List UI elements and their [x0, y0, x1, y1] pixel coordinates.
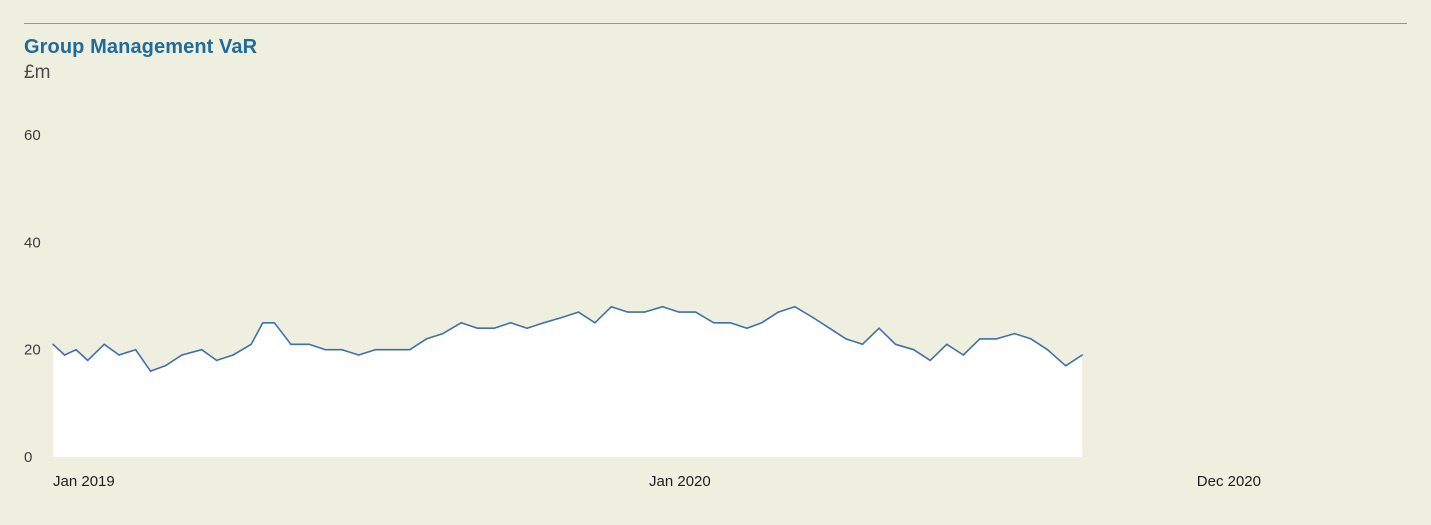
var-data-point: [610, 305, 613, 308]
var-data-point: [845, 338, 847, 340]
var-data-point: [643, 311, 646, 313]
var-data-point: [861, 343, 864, 346]
var-data-point: [962, 354, 965, 356]
var-data-point: [103, 343, 105, 346]
var-data-point: [250, 343, 252, 346]
var-data-point: [1013, 332, 1016, 335]
var-data-point: [678, 311, 680, 313]
var-data-point: [878, 327, 880, 330]
var-data-point: [760, 322, 763, 324]
var-data-point: [134, 348, 137, 351]
x-tick-label: Dec 2020: [1197, 473, 1261, 490]
var-data-point: [794, 305, 796, 308]
y-tick-label: 40: [24, 234, 41, 251]
var-data-point: [442, 332, 444, 335]
var-data-point: [118, 354, 120, 356]
var-data-point: [594, 322, 596, 324]
var-data-point: [729, 322, 732, 324]
var-data-point: [1030, 338, 1032, 340]
chart-title: Group Management VaR: [24, 36, 258, 58]
var-data-point: [324, 348, 327, 351]
var-data-point: [164, 365, 167, 367]
var-data-point: [746, 327, 748, 330]
var-data-point: [476, 327, 479, 330]
var-data-point: [215, 359, 218, 362]
var-data-point: [561, 316, 563, 319]
var-data-point: [425, 338, 428, 340]
var-series-line: [52, 305, 1083, 372]
y-axis-ticks: 0 20 40 60: [24, 127, 41, 466]
var-data-point: [273, 322, 276, 324]
var-data-point: [232, 354, 234, 356]
var-data-point: [200, 348, 203, 351]
x-tick-label: Jan 2019: [53, 473, 115, 490]
var-data-point: [694, 311, 697, 313]
var-data-point: [308, 343, 310, 346]
x-tick-label: Jan 2020: [649, 473, 711, 490]
var-data-point: [290, 343, 292, 346]
var-data-point: [149, 370, 152, 372]
var-data-point: [460, 322, 462, 324]
var-data-point: [52, 343, 54, 346]
y-tick-label: 0: [24, 449, 32, 466]
var-data-point: [357, 354, 360, 356]
var-data-point: [661, 305, 664, 308]
var-data-point: [493, 327, 495, 330]
var-data-point: [1081, 354, 1083, 356]
var-data-point: [946, 343, 948, 346]
var-data-point: [929, 359, 931, 362]
var-data-point: [1064, 365, 1067, 367]
var-data-point: [894, 343, 897, 346]
var-data-point: [627, 311, 629, 313]
var-data-point: [542, 322, 545, 324]
var-data-point: [75, 348, 77, 351]
var-data-point: [812, 316, 814, 319]
var-data-point: [341, 348, 343, 351]
var-data-point: [409, 348, 411, 351]
var-data-point: [63, 354, 66, 356]
var-data-point: [526, 327, 528, 330]
var-data-point: [713, 322, 715, 324]
var-data-point: [262, 322, 264, 324]
var-data-point: [1046, 348, 1049, 351]
x-axis-ticks: Jan 2019 Jan 2020 Dec 2020: [53, 473, 1261, 490]
var-data-point: [828, 327, 831, 330]
y-axis-unit-label: £m: [24, 62, 51, 83]
plot-area: [52, 305, 1083, 457]
var-data-point: [181, 354, 183, 356]
var-area-fill: [53, 306, 1083, 457]
var-data-point: [390, 348, 393, 351]
var-data-point: [509, 322, 512, 324]
var-data-point: [374, 348, 377, 351]
y-tick-label: 20: [24, 342, 41, 359]
var-data-point: [912, 348, 915, 351]
var-data-point: [777, 311, 780, 313]
var-data-point: [86, 359, 89, 362]
var-data-point: [577, 311, 580, 313]
var-data-point: [979, 338, 981, 340]
var-data-point: [995, 338, 998, 340]
top-rule: [24, 23, 1407, 24]
y-tick-label: 60: [24, 127, 41, 144]
